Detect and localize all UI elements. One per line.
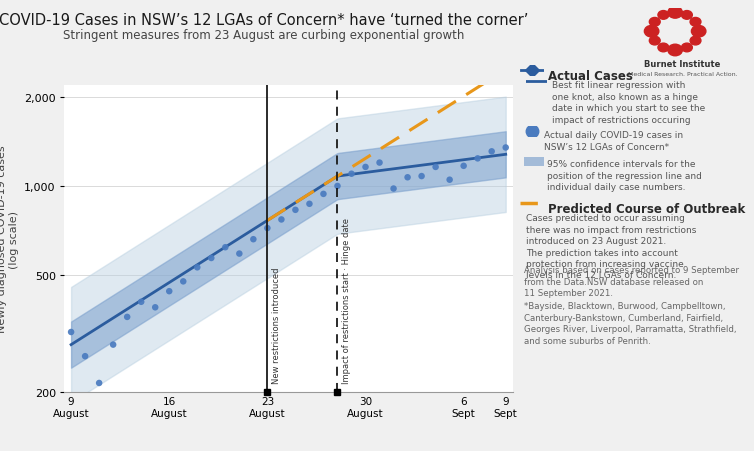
Circle shape [682,44,692,53]
Point [149,304,161,311]
Text: Impact of restrictions start · Hinge date: Impact of restrictions start · Hinge dat… [342,217,351,383]
FancyBboxPatch shape [524,157,544,166]
Point [360,164,372,171]
Point [332,183,344,190]
Text: Stringent measures from 23 August are curbing exponential growth: Stringent measures from 23 August are cu… [63,29,464,42]
Point [192,264,204,272]
Point [345,171,357,178]
Circle shape [658,44,669,53]
Point [415,173,428,180]
Text: New restrictions introduced: New restrictions introduced [271,267,280,383]
Circle shape [649,18,661,27]
Point [486,148,498,156]
Point [135,299,147,306]
Point [402,174,414,181]
Circle shape [668,8,682,19]
Circle shape [691,26,706,38]
Circle shape [682,12,692,20]
Text: Medical Research. Practical Action.: Medical Research. Practical Action. [627,72,737,77]
Point [247,236,259,243]
Point [443,177,455,184]
Circle shape [668,45,682,57]
Point [177,278,189,285]
Text: Burnet Institute: Burnet Institute [644,60,721,69]
Point [233,250,245,258]
Point [275,216,287,224]
Point [163,288,175,295]
Y-axis label: Newly diagnosed COVID-19 cases
(log scale): Newly diagnosed COVID-19 cases (log scal… [0,145,19,333]
Point [373,160,385,167]
Point [500,144,512,152]
Text: Actual daily COVID-19 cases in
NSW’s 12 LGAs of Concern*: Actual daily COVID-19 cases in NSW’s 12 … [544,131,684,151]
Point [65,329,77,336]
Text: COVID-19 Cases in NSW’s 12 LGAs of Concern* have ‘turned the corner’: COVID-19 Cases in NSW’s 12 LGAs of Conce… [0,13,529,28]
Point [290,207,302,214]
Circle shape [649,37,661,46]
Point [93,379,105,387]
Text: 95% confidence intervals for the
position of the regression line and
individual : 95% confidence intervals for the positio… [547,160,701,192]
Point [430,164,442,171]
Point [219,244,231,251]
Point [317,191,329,198]
Point [388,185,400,193]
Point [472,156,484,163]
Text: Predicted Course of Outbreak: Predicted Course of Outbreak [548,202,746,216]
Circle shape [690,37,701,46]
Text: *Bayside, Blacktown, Burwood, Campbelltown,
Canterbury-Bankstown, Cumberland, Fa: *Bayside, Blacktown, Burwood, Campbellto… [524,302,737,345]
Point [262,225,274,232]
Point [303,201,315,208]
Point [205,255,217,262]
Text: Analysis based on cases reported to 9 September
from the Data.NSW database relea: Analysis based on cases reported to 9 Se… [524,266,739,298]
Circle shape [658,12,669,20]
Point [107,341,119,349]
Text: Actual Cases: Actual Cases [548,70,633,83]
Point [121,313,133,321]
Circle shape [645,26,659,38]
Point [458,163,470,170]
Text: Cases predicted to occur assuming
there was no impact from restrictions
introduc: Cases predicted to occur assuming there … [526,214,697,280]
Text: Best fit linear regression with
one knot, also known as a hinge
date in which yo: Best fit linear regression with one knot… [552,81,705,124]
Circle shape [690,18,701,27]
Point [79,353,91,360]
